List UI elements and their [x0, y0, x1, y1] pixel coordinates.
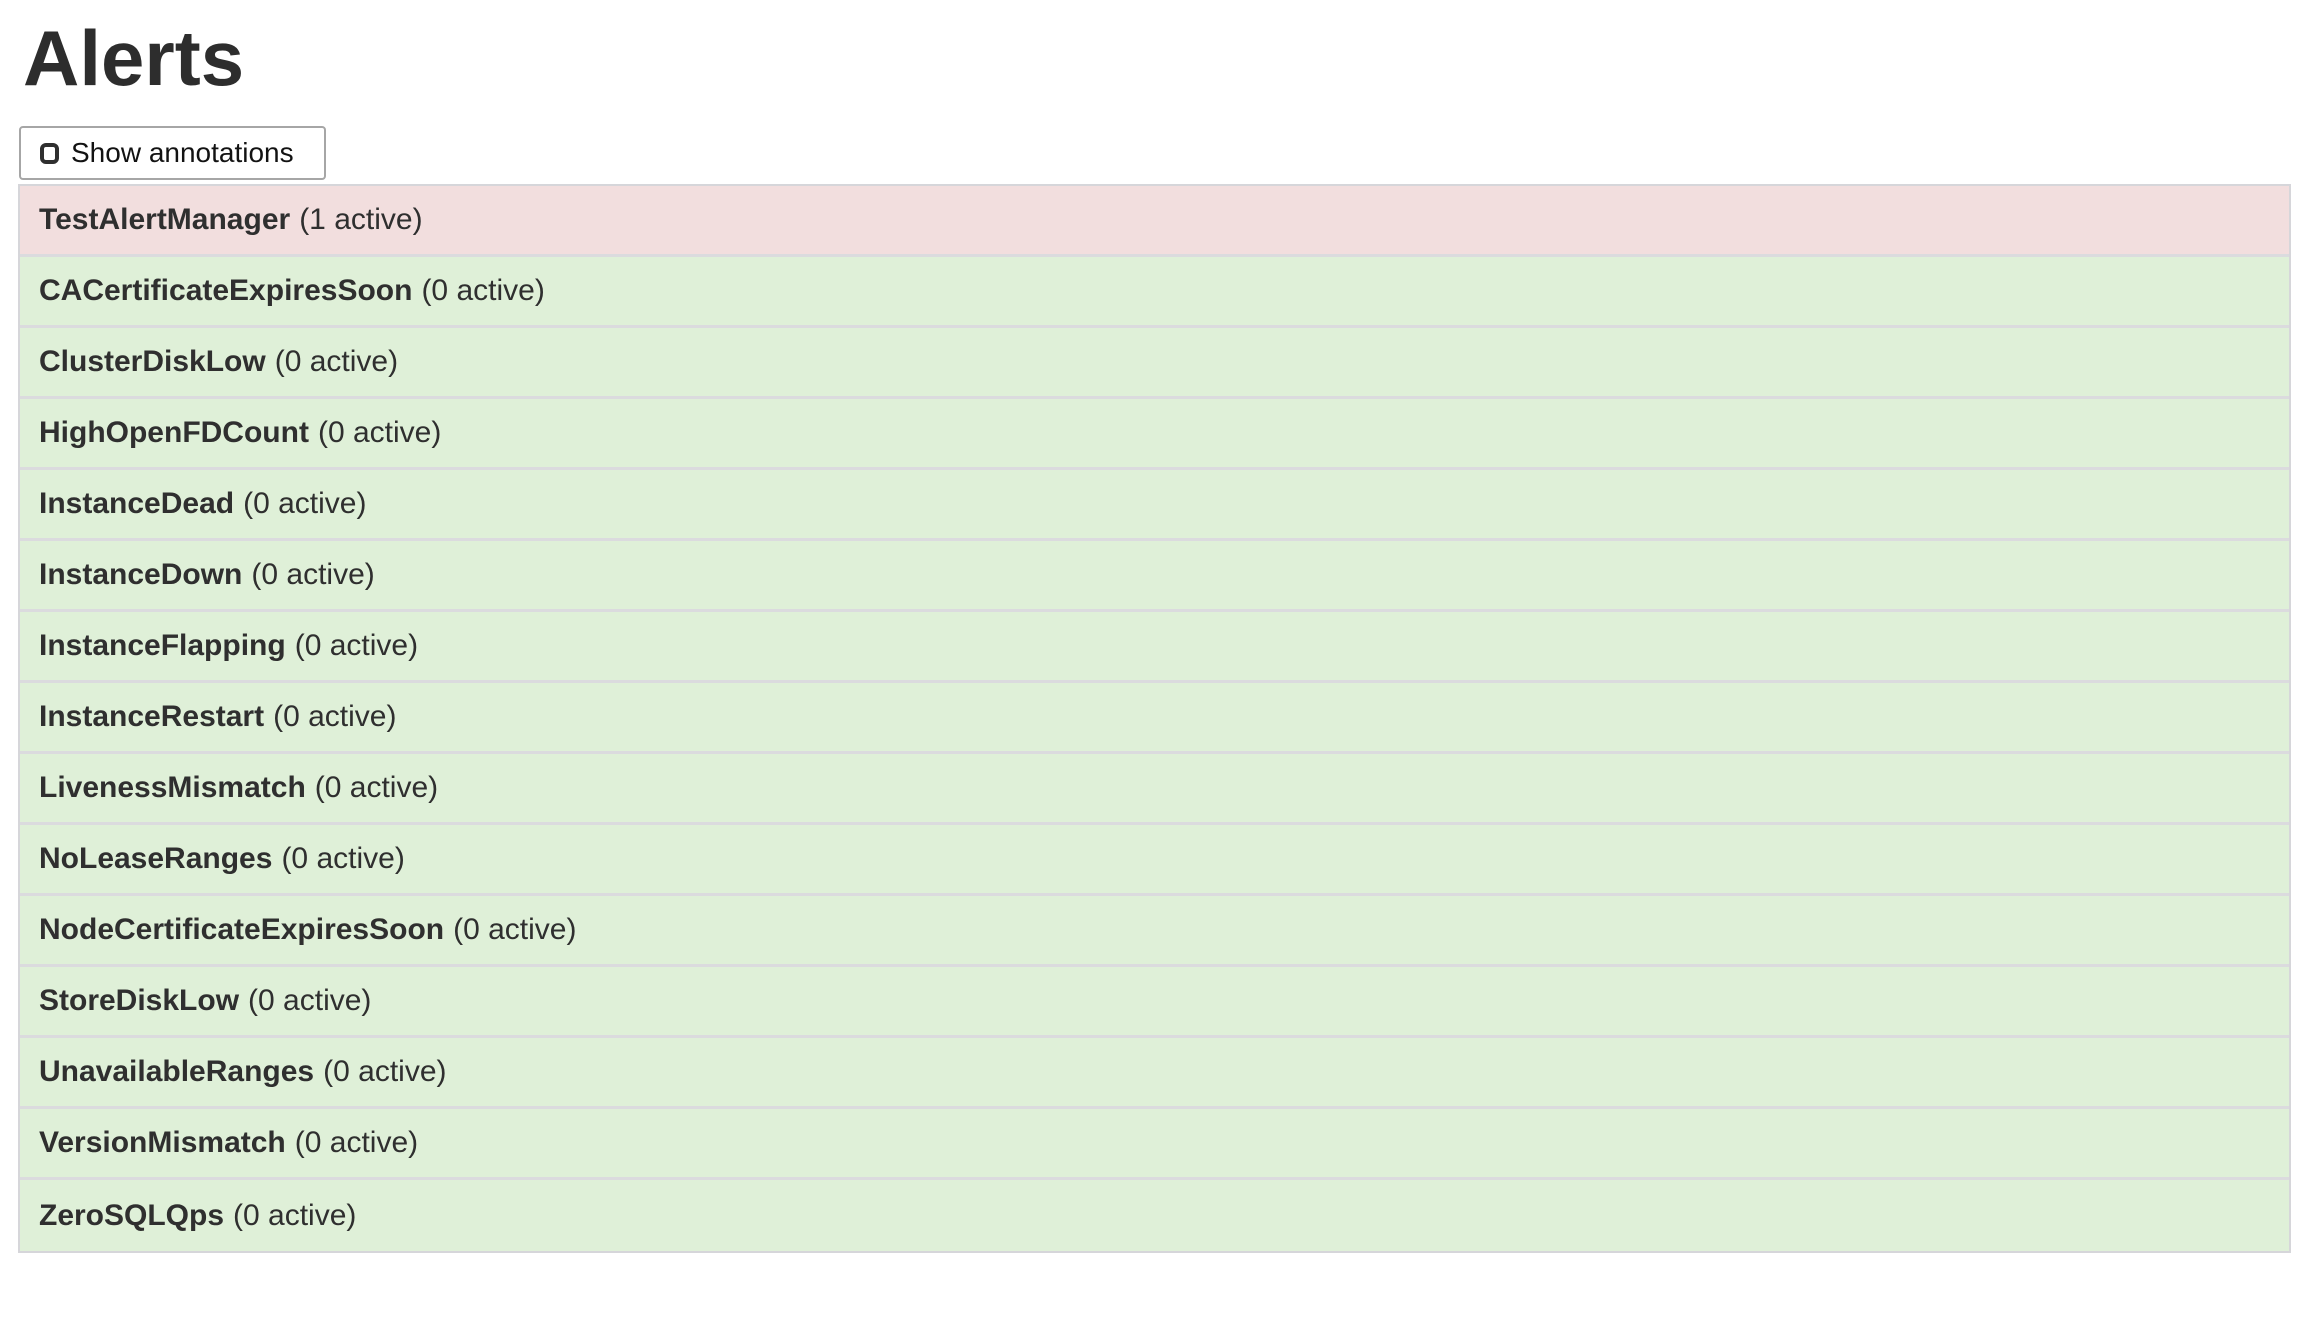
alert-active-count: (0 active) — [251, 558, 375, 591]
alert-row[interactable]: InstanceRestart (0 active) — [20, 683, 2289, 754]
alert-name: UnavailableRanges — [39, 1055, 315, 1088]
alert-active-count: (0 active) — [294, 629, 419, 662]
alert-name: StoreDiskLow — [39, 984, 240, 1017]
alert-row[interactable]: UnavailableRanges (0 active) — [20, 1038, 2289, 1109]
alert-active-count: (0 active) — [317, 416, 442, 449]
alert-active-count: (0 active) — [323, 1055, 447, 1088]
alert-name: VersionMismatch — [39, 1126, 286, 1159]
alert-row[interactable]: TestAlertManager (1 active) — [20, 186, 2289, 257]
alert-row[interactable]: LivenessMismatch (0 active) — [20, 754, 2289, 825]
alert-name: InstanceDead — [39, 487, 235, 520]
alert-row[interactable]: StoreDiskLow (0 active) — [20, 967, 2289, 1038]
alert-active-count: (0 active) — [453, 913, 577, 946]
alert-name: NodeCertificateExpiresSoon — [39, 913, 445, 946]
alert-active-count: (0 active) — [273, 700, 397, 733]
show-annotations-button[interactable]: Show annotations — [19, 126, 326, 180]
alert-name: ClusterDiskLow — [39, 345, 266, 378]
alert-active-count: (0 active) — [314, 771, 439, 804]
alert-name: InstanceRestart — [39, 700, 265, 733]
checkbox-icon[interactable] — [40, 142, 59, 164]
alert-row[interactable]: ZeroSQLQps (0 active) — [20, 1180, 2289, 1251]
alerts-page: Alerts Show annotations TestAlertManager… — [18, 14, 2291, 1253]
show-annotations-label: Show annotations — [71, 137, 294, 168]
alert-row[interactable]: NodeCertificateExpiresSoon (0 active) — [20, 896, 2289, 967]
alert-active-count: (0 active) — [243, 487, 367, 520]
alert-row[interactable]: HighOpenFDCount (0 active) — [20, 399, 2289, 470]
alert-active-count: (0 active) — [281, 842, 405, 875]
alert-active-count: (0 active) — [248, 984, 372, 1017]
alert-row[interactable]: CACertificateExpiresSoon (0 active) — [20, 257, 2289, 328]
page-title: Alerts — [23, 14, 245, 102]
alert-active-count: (1 active) — [299, 203, 423, 236]
alert-row[interactable]: ClusterDiskLow (0 active) — [20, 328, 2289, 399]
alert-active-count: (0 active) — [274, 345, 399, 378]
alert-row[interactable]: NoLeaseRanges (0 active) — [20, 825, 2289, 896]
alert-name: InstanceFlapping — [39, 629, 286, 662]
alert-active-count: (0 active) — [421, 274, 545, 307]
alert-row[interactable]: InstanceDead (0 active) — [20, 470, 2289, 541]
alert-name: TestAlertManager — [39, 203, 291, 236]
alert-name: ZeroSQLQps — [39, 1198, 225, 1232]
alert-row[interactable]: InstanceFlapping (0 active) — [20, 612, 2289, 683]
alert-row[interactable]: VersionMismatch (0 active) — [20, 1109, 2289, 1180]
alert-name: LivenessMismatch — [39, 771, 306, 804]
alert-name: CACertificateExpiresSoon — [39, 274, 413, 307]
alert-row[interactable]: InstanceDown (0 active) — [20, 541, 2289, 612]
alert-name: HighOpenFDCount — [39, 416, 309, 449]
alert-active-count: (0 active) — [233, 1198, 357, 1232]
alert-name: NoLeaseRanges — [39, 842, 273, 875]
alert-name: InstanceDown — [39, 558, 243, 591]
alert-active-count: (0 active) — [294, 1126, 419, 1159]
alerts-table: TestAlertManager (1 active) CACertificat… — [18, 184, 2291, 1253]
